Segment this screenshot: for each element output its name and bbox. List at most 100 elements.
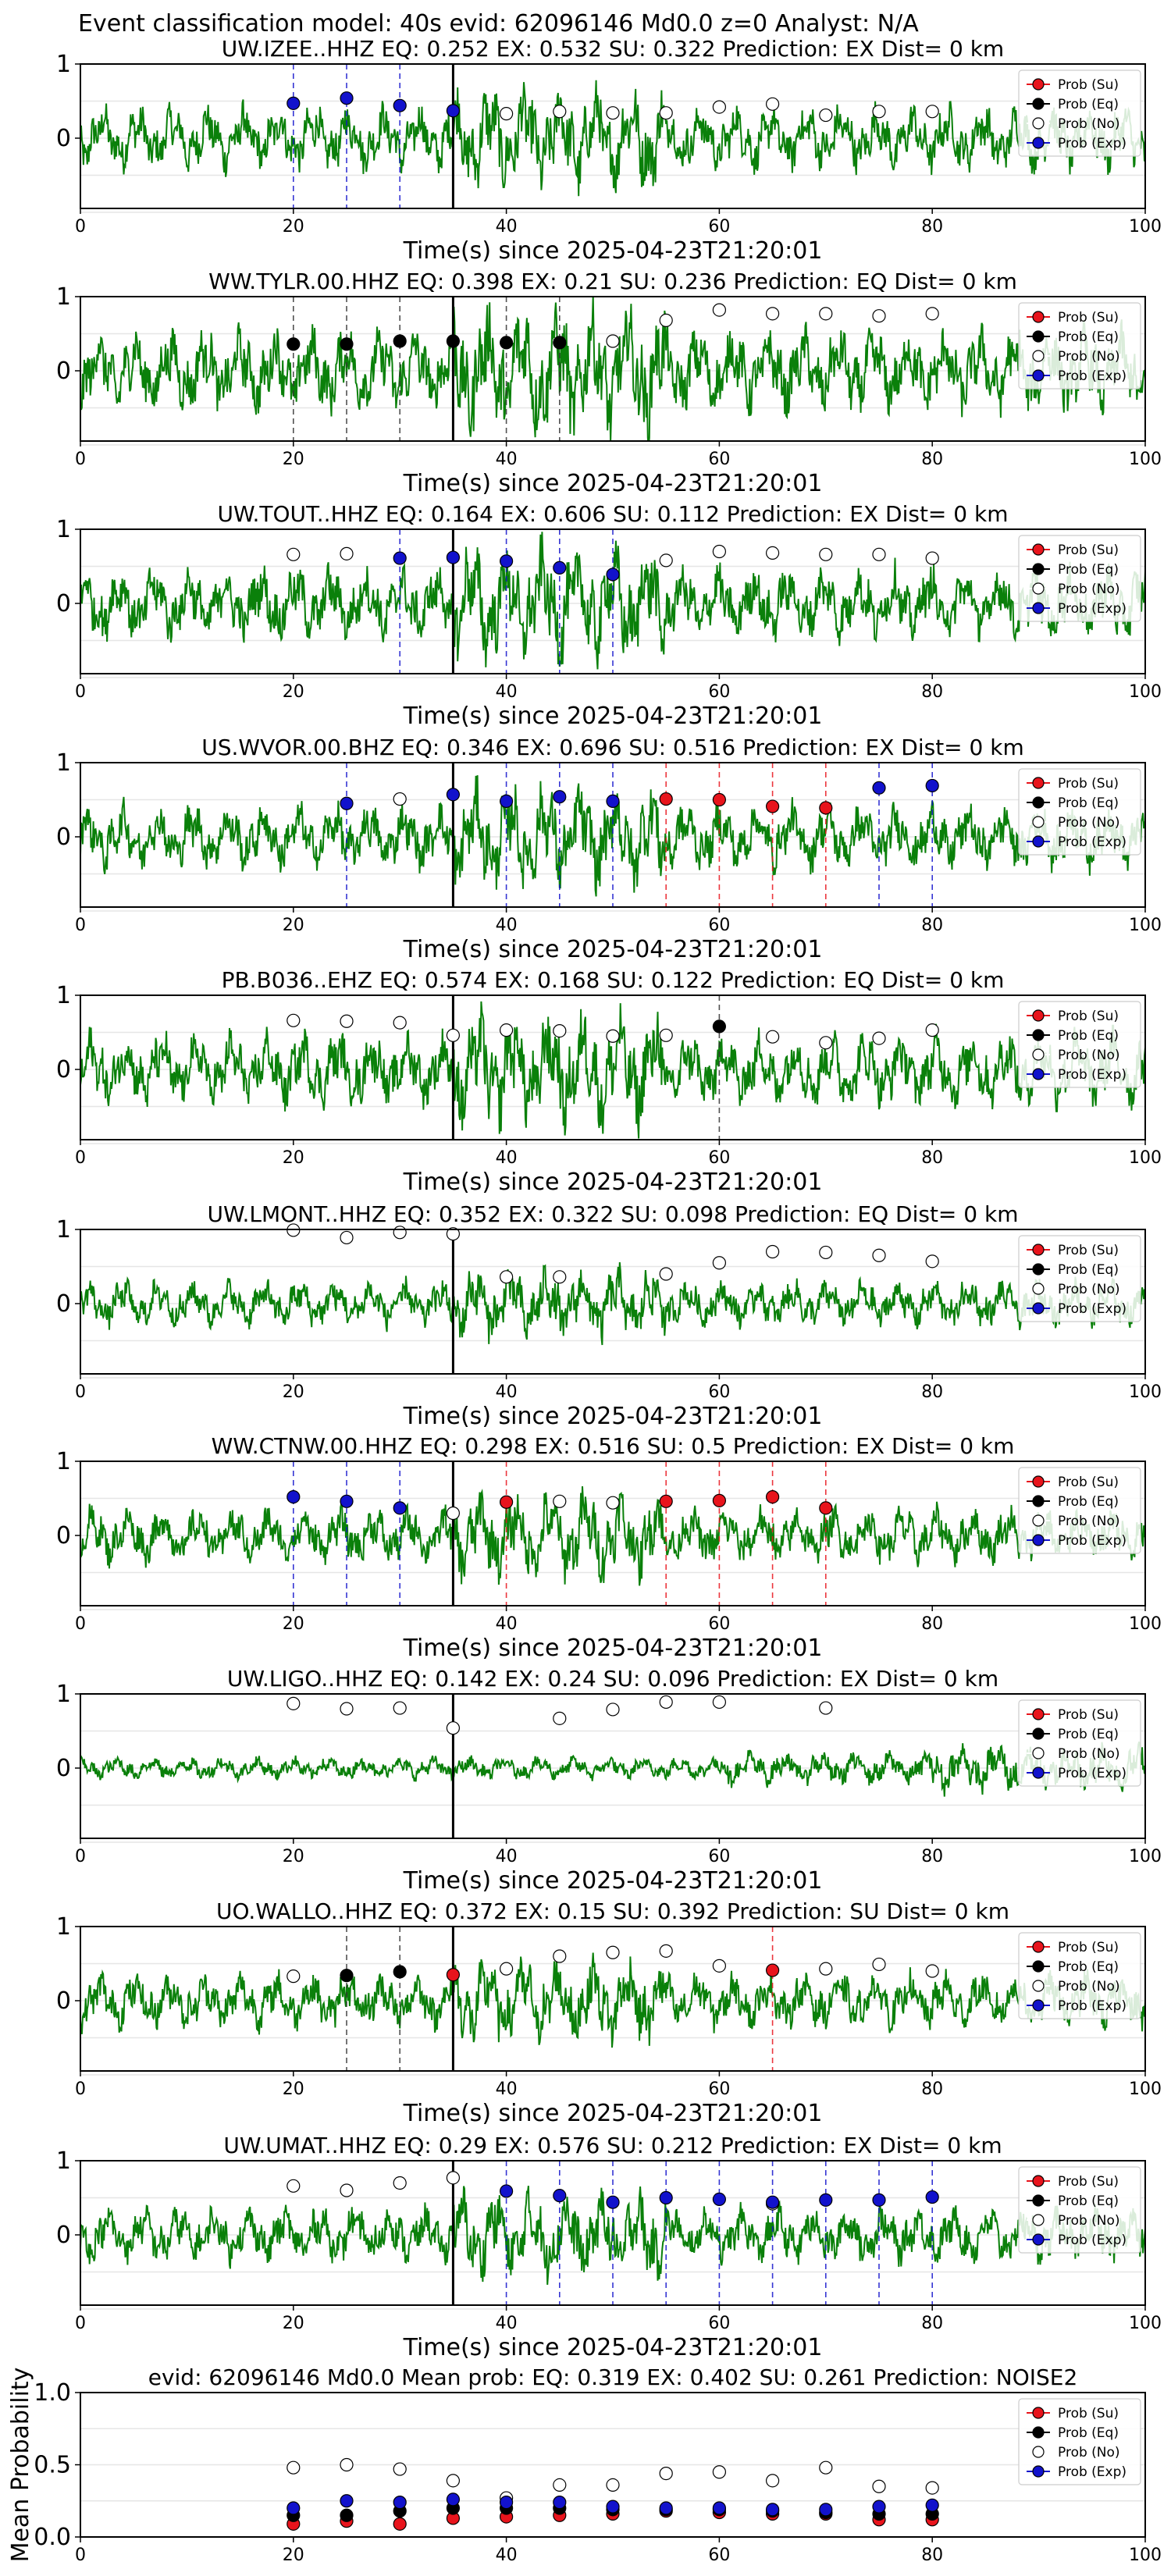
legend-label-exp: Prob (Exp) [1058,2233,1127,2248]
legend-label-no: Prob (No) [1058,1979,1120,1994]
axes-frame [80,528,1146,674]
panel-9: UW.UMAT..HHZ EQ: 0.29 EX: 0.576 SU: 0.21… [56,2133,1162,2361]
prob-point-no [819,1962,833,1976]
panel-title: UO.WALLO..HHZ EQ: 0.372 EX: 0.15 SU: 0.3… [216,1898,1009,1924]
prob-point-no [765,2474,780,2488]
legend-marker-eq [1032,1495,1045,1507]
prob-point-su [819,801,833,815]
axes-frame [80,1693,1146,1839]
y-tick-label: 1 [56,1681,71,1708]
legend-box [1018,1932,1141,2019]
prob-point-no [712,303,727,317]
legend-marker-su [1032,543,1045,556]
prob-point-exp [925,778,939,793]
prob-point-exp [287,96,301,110]
legend-marker-eq [1032,563,1045,575]
legend-marker-no [1032,1747,1045,1759]
prob-point-exp [499,794,514,809]
x-tick-label: 0 [75,2314,86,2333]
x-tick-label: 100 [1129,2546,1162,2565]
x-tick-label: 0 [75,1148,86,1168]
prob-point-no [659,1944,673,1958]
prob-point-no [765,307,780,321]
x-tick-label: 40 [496,1148,518,1168]
legend-label-eq: Prob (Eq) [1058,2425,1119,2441]
legend-label-su: Prob (Su) [1058,543,1119,558]
x-tick-label: 100 [1129,682,1162,702]
legend: Prob (Su) Prob (Eq) Prob (No) Prob (Exp) [1018,768,1141,856]
prob-point-exp [499,2184,514,2198]
prob-point-no [925,105,939,119]
panel-8: UO.WALLO..HHZ EQ: 0.372 EX: 0.15 SU: 0.3… [56,1898,1162,2127]
prob-point-no [712,1256,727,1270]
x-tick-label: 60 [708,2314,730,2333]
prob-point-no [659,1267,673,1281]
prob-point-no [765,546,780,560]
legend: Prob (Su) Prob (Eq) Prob (No) Prob (Exp) [1018,1001,1141,1088]
prob-point-no [872,309,886,323]
x-tick-label: 60 [708,1847,730,1866]
prob-point-no [340,2183,354,2197]
y-tick-label: 1 [56,1448,71,1475]
legend-marker-no [1032,1283,1045,1295]
prob-point-su [393,2517,407,2531]
panel-7: UW.LIGO..HHZ EQ: 0.142 EX: 0.24 SU: 0.09… [56,1666,1162,1895]
legend-marker-no [1032,582,1045,595]
x-axis-label: Time(s) since 2025-04-23T21:20:01 [403,470,823,497]
legend-marker-no [1032,350,1045,362]
panel-title: WW.TYLR.00.HHZ EQ: 0.398 EX: 0.21 SU: 0.… [208,269,1017,294]
prob-point-su [499,1495,514,1509]
x-tick-label: 20 [283,2080,304,2099]
panels: UW.IZEE..HHZ EQ: 0.252 EX: 0.532 SU: 0.3… [7,36,1162,2565]
prob-point-no [659,1695,673,1710]
x-tick-label: 20 [283,682,304,702]
legend-label-no: Prob (No) [1058,1514,1120,1529]
x-axis-label: Time(s) since 2025-04-23T21:20:01 [403,2334,823,2361]
x-tick-label: 0 [75,217,86,237]
prob-point-no [925,1254,939,1268]
prob-point-exp [765,2503,780,2517]
legend-marker-eq [1032,2426,1045,2439]
x-axis-label: Time(s) since 2025-04-23T21:20:01 [403,2100,823,2127]
y-tick-label: 0 [56,1290,71,1318]
prob-point-su [446,1968,461,1982]
legend-label-su: Prob (Su) [1058,1940,1119,1955]
prob-point-su [765,1489,780,1504]
prob-point-no [765,1244,780,1259]
x-tick-label: 40 [496,1614,518,1634]
panel-title: UW.TOUT..HHZ EQ: 0.164 EX: 0.606 SU: 0.1… [217,501,1008,527]
axes-frame [80,994,1146,1140]
x-tick-label: 40 [496,2546,518,2565]
prob-point-su [765,1963,780,1977]
panel-title: evid: 62096146 Md0.0 Mean prob: EQ: 0.31… [148,2364,1078,2390]
legend-label-no: Prob (No) [1058,1048,1120,1063]
legend-label-su: Prob (Su) [1058,2406,1119,2421]
y-tick-label: 1 [56,749,71,777]
y-tick-label: 0.5 [34,2452,71,2479]
prob-point-no [712,2465,727,2479]
axes-frame [80,63,1146,209]
panel-0: UW.IZEE..HHZ EQ: 0.252 EX: 0.532 SU: 0.3… [56,36,1162,265]
x-tick-label: 80 [921,217,943,237]
prob-point-no [499,1023,514,1037]
prob-point-eq [553,336,567,350]
legend-label-su: Prob (Su) [1058,77,1119,93]
prob-point-exp [765,2195,780,2209]
x-axis-label: Time(s) since 2025-04-23T21:20:01 [403,1169,823,1196]
panel-3: US.WVOR.00.BHZ EQ: 0.346 EX: 0.696 SU: 0… [56,735,1162,963]
legend: Prob (Su) Prob (Eq) Prob (No) Prob (Exp) [1018,2398,1141,2485]
legend: Prob (Su) Prob (Eq) Prob (No) Prob (Exp) [1018,1932,1141,2019]
prob-point-exp [446,550,461,564]
prob-point-exp [553,790,567,804]
waveform-trace [80,80,1145,197]
panel-4: PB.B036..EHZ EQ: 0.574 EX: 0.168 SU: 0.1… [56,967,1162,1196]
prob-point-no [765,1030,780,1044]
y-tick-label: 1 [56,516,71,543]
prob-point-su [659,1494,673,1508]
prob-point-exp [446,788,461,802]
prob-point-exp [925,2190,939,2204]
prob-point-no [606,1496,620,1510]
legend-marker-eq [1032,2194,1045,2207]
prob-point-exp [819,2193,833,2207]
